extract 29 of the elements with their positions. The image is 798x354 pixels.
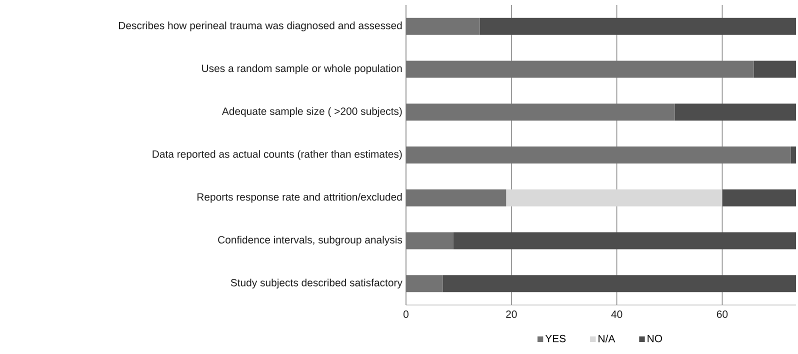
- bar: [442, 275, 796, 292]
- x-tick-label: 20: [506, 310, 517, 318]
- x-tick-label: 0: [404, 310, 408, 318]
- y-tick-label: Data reported as actual counts (rather than estimates): [152, 150, 402, 160]
- bar: [674, 104, 796, 121]
- bar: [406, 104, 675, 121]
- y-tick-label: Adequate sample size ( >200 subjects): [222, 107, 402, 118]
- bar: [406, 146, 791, 164]
- bar: [722, 189, 796, 206]
- legend-label: NO: [648, 334, 662, 342]
- y-tick-label: Confidence intervals, subgroup analysis: [218, 236, 402, 246]
- bar: [406, 189, 506, 206]
- legend-label: YES: [545, 334, 566, 342]
- bar: [480, 18, 796, 35]
- bar: [506, 189, 722, 206]
- y-tick-label: Uses a random sample or whole population: [202, 64, 402, 74]
- x-tick-label: 60: [716, 310, 728, 318]
- y-tick-label: Study subjects described satisfactory: [230, 278, 402, 288]
- bar: [453, 232, 796, 250]
- y-tick-label: Describes how perineal trauma was diagnosed and assessed: [118, 22, 402, 32]
- bar: [406, 275, 443, 292]
- bar: [754, 60, 796, 78]
- y-tick-label: Reports response rate and attrition/excluded: [197, 192, 402, 203]
- bar: [406, 60, 754, 78]
- legend-label: N/A: [598, 334, 616, 342]
- bar: [406, 18, 480, 35]
- x-tick-label: 40: [611, 310, 622, 318]
- bar: [406, 232, 454, 250]
- bar: [790, 146, 796, 164]
